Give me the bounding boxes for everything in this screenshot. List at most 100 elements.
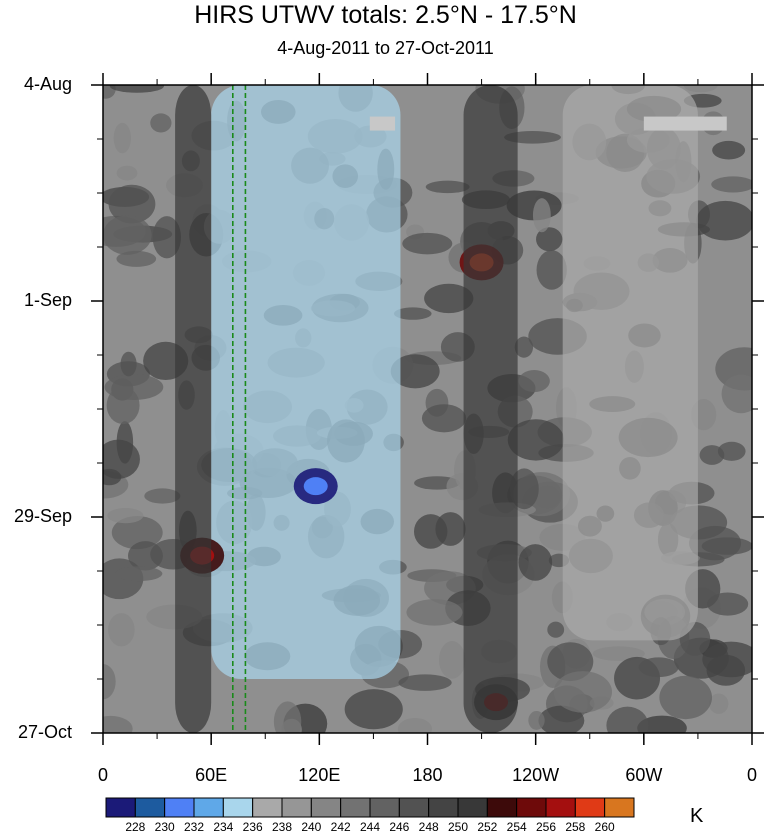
texture-blob <box>115 566 163 582</box>
texture-blob <box>103 715 133 733</box>
colorbar-box <box>134 797 166 818</box>
colorbar-box <box>574 797 606 818</box>
texture-blob <box>528 710 545 730</box>
reference-lines <box>232 85 247 733</box>
colorbar-label: 244 <box>359 820 381 834</box>
colorbar <box>105 797 635 818</box>
x-tick-label: 180 <box>412 765 443 785</box>
chart-title: HIRS UTWV totals: 2.5°N - 17.5°N <box>194 1 577 29</box>
heatmap-field <box>103 85 752 733</box>
texture-blob <box>273 701 302 733</box>
texture-blob <box>707 592 749 616</box>
colorbar-label: 228 <box>125 820 146 834</box>
texture-blob <box>406 599 463 626</box>
texture-blob <box>424 283 474 314</box>
texture-blob <box>518 369 550 393</box>
colorbar-label: 252 <box>477 820 498 834</box>
x-tick-label: 0 <box>746 765 757 785</box>
colorbar-box <box>604 797 635 818</box>
y-tick-label: 29-Sep <box>13 506 72 526</box>
texture-blob <box>712 140 746 160</box>
colorbar-box <box>252 797 283 818</box>
colorbar-box <box>222 797 254 818</box>
colorbar-box <box>164 797 195 818</box>
texture-blob <box>638 657 679 678</box>
texture-blob <box>683 85 718 93</box>
colorbar-label: 240 <box>301 820 322 834</box>
colorbar-label: 258 <box>565 820 586 834</box>
missing-data-patch <box>369 116 396 131</box>
colorbar-label: 236 <box>242 820 263 834</box>
texture-blob <box>699 445 725 465</box>
texture-blob <box>111 516 163 550</box>
texture-blob <box>532 198 551 233</box>
texture-blob <box>514 336 534 358</box>
texture-blob <box>711 176 752 193</box>
colorbar-box <box>486 797 518 818</box>
texture-blob <box>116 250 157 267</box>
texture-blob <box>397 717 433 733</box>
texture-blob <box>394 307 432 320</box>
y-tick-label: 4-Aug <box>23 74 72 94</box>
x-tick-label: 120E <box>298 765 341 785</box>
colorbar-box <box>457 797 488 818</box>
texture-blob <box>109 85 164 93</box>
texture-blob <box>606 706 649 733</box>
colorbar-box <box>105 797 136 818</box>
x-tick-label: 0 <box>97 765 108 785</box>
feature-core <box>303 477 328 496</box>
texture-blob <box>536 250 567 290</box>
texture-blob <box>150 113 172 133</box>
texture-blob <box>504 130 561 144</box>
texture-blob <box>116 165 138 181</box>
texture-blob <box>592 646 645 661</box>
feature-region <box>175 85 212 733</box>
x-tick-label: 60E <box>195 765 228 785</box>
texture-blob <box>706 654 746 686</box>
missing-data-patch <box>643 116 727 131</box>
colorbar-box <box>545 797 576 818</box>
feature-region <box>211 85 401 679</box>
colorbar-box <box>193 797 224 818</box>
colorbar-label: 230 <box>154 820 175 834</box>
texture-blob <box>538 705 585 733</box>
colorbar-label: 238 <box>271 820 293 834</box>
colorbar-units: K <box>690 805 704 827</box>
y-tick-label: 1-Sep <box>23 290 72 310</box>
texture-blob <box>547 621 565 638</box>
colorbar-label: 248 <box>418 820 439 834</box>
colorbar-box <box>516 797 547 818</box>
texture-blob <box>536 227 563 252</box>
texture-blob <box>717 441 746 461</box>
texture-blob <box>104 374 164 401</box>
texture-blob <box>659 675 713 720</box>
texture-blob <box>103 663 116 700</box>
feature-region <box>463 85 518 733</box>
texture-blob <box>107 508 144 524</box>
texture-blob <box>103 215 152 255</box>
texture-blob <box>507 419 565 461</box>
texture-blob <box>721 374 752 414</box>
texture-blob <box>696 200 752 241</box>
y-tick-label: 27-Oct <box>17 722 72 742</box>
texture-blob <box>435 512 466 546</box>
colorbar-box <box>369 797 400 818</box>
texture-blob <box>637 715 687 733</box>
colorbar-box <box>340 797 371 818</box>
texture-blob <box>108 613 135 647</box>
texture-blob <box>398 674 452 691</box>
texture-blob <box>144 488 181 504</box>
texture-blob <box>421 404 467 433</box>
axis-ticks <box>91 73 764 745</box>
texture-blob <box>402 232 453 255</box>
texture-blob <box>152 216 182 259</box>
texture-blob <box>116 421 134 464</box>
texture-blob <box>438 641 466 679</box>
texture-blob <box>113 122 131 154</box>
colorbar-label: 242 <box>330 820 351 834</box>
colorbar-label: 232 <box>183 820 205 834</box>
texture-blob <box>425 180 470 194</box>
texture-blob <box>518 544 553 581</box>
colorbar-label: 234 <box>213 820 234 834</box>
texture-blob <box>553 671 613 713</box>
